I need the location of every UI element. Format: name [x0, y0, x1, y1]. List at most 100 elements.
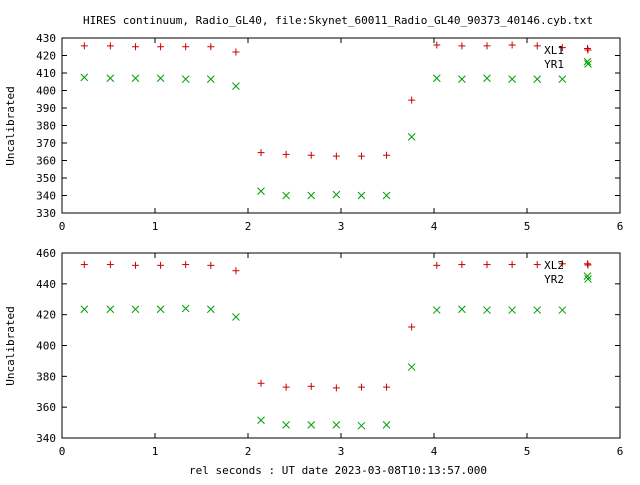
x-tick-label: 3: [338, 220, 345, 233]
y-tick-label: 350: [36, 172, 56, 185]
y-tick-label: 390: [36, 102, 56, 115]
x-tick-label: 1: [152, 220, 159, 233]
data-point: [432, 74, 441, 83]
data-point: [80, 42, 88, 50]
data-point: [508, 75, 516, 83]
data-point: [583, 272, 592, 280]
plot-panel-2: 0 1 2 3 4 5 6 340 360 380 400 420 440 460 Uncalibrated…: [4, 247, 623, 458]
data-point: [232, 267, 240, 275]
data-point: [483, 74, 491, 83]
legend-marker: [584, 46, 592, 54]
data-point: [483, 306, 491, 314]
data-point: [357, 421, 366, 430]
y-tick-label: 380: [36, 120, 56, 133]
x-tick-label: 4: [431, 445, 438, 458]
data-point: [383, 383, 391, 391]
x-tick-label: 2: [245, 220, 252, 233]
data-point: [182, 43, 190, 51]
data-point: [533, 306, 542, 314]
plot-frame: [61, 252, 621, 439]
data-point: [131, 305, 140, 314]
x-tick-label: 6: [617, 445, 624, 458]
data-point: [332, 384, 340, 392]
data-point: [382, 191, 391, 200]
y-axis-label: Uncalibrated: [4, 86, 17, 165]
data-point: [533, 261, 541, 269]
data-point: [583, 45, 591, 52]
y-tick-label: 410: [36, 67, 56, 80]
data-point: [206, 75, 215, 83]
data-point: [332, 190, 341, 199]
data-point: [558, 44, 566, 52]
x-axis-label: rel seconds : UT date 2023-03-08T10:13:5…: [189, 464, 487, 477]
data-point: [483, 261, 491, 269]
y-tick-label: 400: [36, 85, 56, 98]
y-tick-label: 400: [36, 340, 56, 353]
data-point: [433, 261, 441, 269]
data-point: [307, 421, 316, 429]
data-point: [458, 305, 466, 314]
data-point: [80, 73, 89, 82]
series-yr1: [80, 57, 592, 200]
x-tick-label: 0: [59, 220, 66, 233]
y-tick-label: 360: [36, 155, 56, 168]
data-point: [232, 48, 240, 56]
data-point: [558, 260, 566, 268]
series-xl2: [80, 260, 591, 392]
legend-label: XL2: [544, 259, 564, 272]
data-point: [307, 382, 315, 390]
y-tick-label: 440: [36, 278, 56, 291]
data-point: [131, 74, 140, 83]
y-axis-label: Uncalibrated: [4, 306, 17, 385]
data-point: [106, 74, 115, 83]
data-point: [458, 75, 466, 83]
data-point: [383, 151, 391, 159]
y-tick-label: 330: [36, 207, 56, 220]
data-point: [332, 152, 340, 160]
data-point: [432, 306, 441, 314]
data-point: [156, 74, 165, 83]
data-point: [508, 41, 516, 49]
data-point: [282, 383, 290, 391]
y-tick-label: 340: [36, 190, 56, 203]
legend-marker: [584, 60, 592, 68]
data-point: [583, 260, 591, 268]
data-point: [106, 305, 115, 314]
data-point: [257, 379, 265, 387]
data-point: [282, 421, 290, 429]
legend-label: YR2: [544, 273, 564, 286]
data-point: [181, 75, 190, 83]
data-point: [483, 42, 491, 50]
data-point: [232, 82, 240, 90]
data-point: [207, 261, 215, 269]
plot-panel-1: 0 1 2 3 4 5 6 330 340 350 360 370 380 390 400 410 420 430…: [4, 32, 623, 233]
data-point: [282, 150, 290, 158]
data-point: [558, 75, 567, 83]
data-point: [181, 304, 190, 313]
data-point: [408, 323, 416, 331]
data-point: [80, 261, 88, 269]
data-point: [408, 96, 416, 104]
data-point: [357, 152, 365, 160]
data-point: [157, 43, 165, 51]
y-tick-label: 380: [36, 370, 56, 383]
data-point: [232, 313, 240, 321]
data-point: [131, 261, 139, 269]
data-point: [282, 191, 290, 200]
data-point: [307, 151, 315, 159]
data-point: [407, 363, 416, 371]
y-tick-label: 370: [36, 137, 56, 150]
data-point: [257, 416, 265, 425]
y-tick-label: 360: [36, 401, 56, 414]
data-point: [156, 305, 165, 314]
x-tick-label: 1: [152, 445, 159, 458]
x-tick-label: 5: [524, 445, 531, 458]
data-point: [106, 42, 114, 50]
plot-frame: [61, 37, 621, 214]
data-point: [382, 421, 391, 429]
x-tick-label: 3: [338, 445, 345, 458]
chart-panels: 0 1 2 3 4 5 6330340350360370380390400410420430…: [4, 32, 623, 458]
